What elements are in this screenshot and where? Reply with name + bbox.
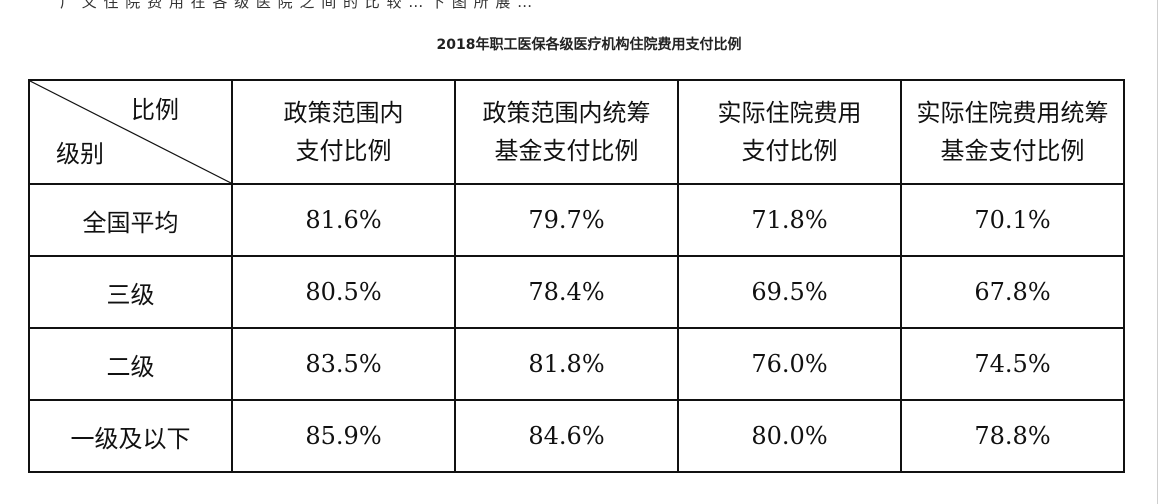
table-cell: 67.8% [900,255,1125,329]
corner-header-cell: 比例 级别 [28,79,233,185]
row-level-label: 一级及以下 [28,399,233,473]
table-cell: 71.8% [677,183,902,257]
header-row: 比例 级别 政策范围内 支付比例 政策范围内统筹 基金支付比例 实际住院费用 支… [28,79,1125,185]
table-cell: 81.8% [454,327,679,401]
table-title: 2018年职工医保各级医疗机构住院费用支付比例 [436,37,742,53]
column-header-actual-ratio: 实际住院费用 支付比例 [677,79,902,185]
table-cell: 69.5% [677,255,902,329]
column-header-policy-ratio: 政策范围内 支付比例 [231,79,456,185]
column-header-line: 支付比例 [295,137,392,165]
row-level-label: 二级 [28,327,233,401]
table-cell: 80.5% [231,255,456,329]
table-cell: 83.5% [231,327,456,401]
column-header-line: 支付比例 [741,137,838,165]
table-cell: 76.0% [677,327,902,401]
table-cell: 78.4% [454,255,679,329]
table-row: 二级 83.5% 81.8% 76.0% 74.5% [28,327,1125,401]
table-row: 全国平均 81.6% 79.7% 71.8% 70.1% [28,183,1125,257]
table-cell: 74.5% [900,327,1125,401]
table-cell: 81.6% [231,183,456,257]
table-cell: 79.7% [454,183,679,257]
column-header-line: 政策范围内 [283,99,404,127]
corner-label-ratio: 比例 [131,96,179,124]
table-cell: 78.8% [900,399,1125,473]
column-header-line: 实际住院费用统筹 [916,99,1109,127]
table-cell: 84.6% [454,399,679,473]
table-cell: 80.0% [677,399,902,473]
diagonal-line [30,81,231,183]
column-header-line: 基金支付比例 [494,137,639,165]
table-cell: 70.1% [900,183,1125,257]
payment-ratio-table: 比例 级别 政策范围内 支付比例 政策范围内统筹 基金支付比例 实际住院费用 支… [28,79,1125,473]
column-header-line: 政策范围内统筹 [482,99,651,127]
column-header-actual-fund-ratio: 实际住院费用统筹 基金支付比例 [900,79,1125,185]
row-level-label: 三级 [28,255,233,329]
row-level-label: 全国平均 [28,183,233,257]
column-header-line: 实际住院费用 [717,99,862,127]
column-header-line: 基金支付比例 [940,137,1085,165]
table-row: 三级 80.5% 78.4% 69.5% 67.8% [28,255,1125,329]
clipped-preceding-text: 广 义 住 院 费 用 在 各 级 医 院 之 间 的 比 较 … 下 图 所 … [60,0,534,11]
corner-label-level: 级别 [56,140,104,168]
table-row: 一级及以下 85.9% 84.6% 80.0% 78.8% [28,399,1125,473]
table-cell: 85.9% [231,399,456,473]
column-header-policy-fund-ratio: 政策范围内统筹 基金支付比例 [454,79,679,185]
